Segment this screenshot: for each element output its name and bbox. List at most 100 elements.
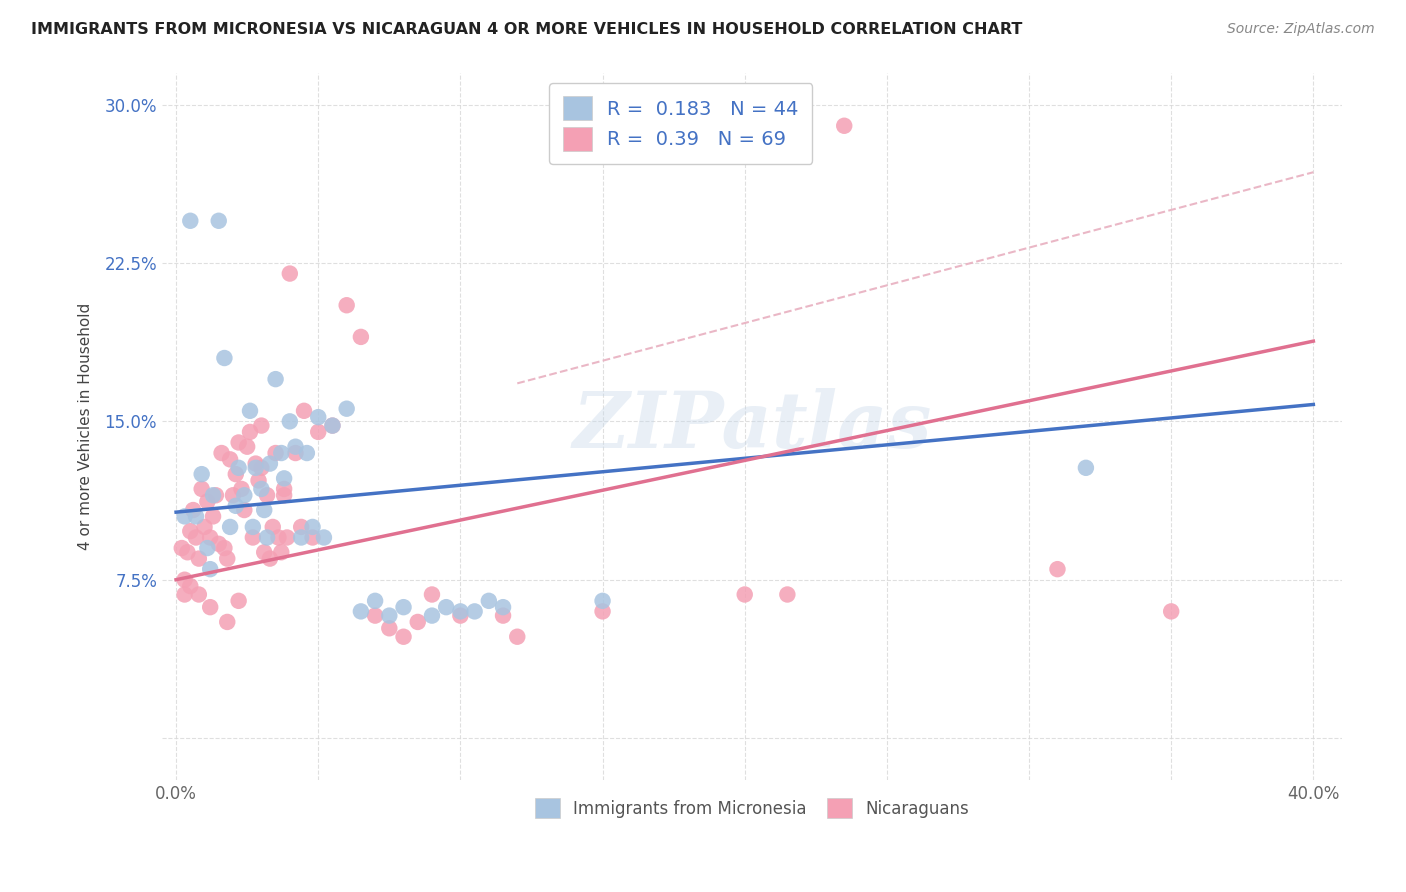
Point (184, 531, 207, 545)
Point (321, 418, 343, 433)
Point (278, 267, 301, 281)
Point (406, 615, 429, 629)
Point (233, 503, 256, 517)
Point (247, 474, 270, 488)
Point (350, 604, 373, 618)
Point (253, 503, 276, 517)
Point (464, 604, 486, 618)
Point (239, 404, 262, 418)
Point (228, 594, 250, 608)
Point (392, 630, 415, 644)
Point (273, 482, 295, 496)
Point (214, 541, 236, 555)
Text: Source: ZipAtlas.com: Source: ZipAtlas.com (1227, 22, 1375, 37)
Point (250, 482, 273, 496)
Point (187, 587, 209, 601)
Point (276, 531, 298, 545)
Point (200, 562, 222, 576)
Point (592, 594, 614, 608)
Point (250, 460, 273, 475)
Point (273, 471, 295, 485)
Point (217, 551, 239, 566)
Point (245, 460, 267, 475)
Point (364, 594, 387, 608)
Y-axis label: 4 or more Vehicles in Household: 4 or more Vehicles in Household (79, 303, 93, 550)
Point (211, 446, 233, 460)
Point (262, 520, 284, 534)
Point (195, 494, 218, 508)
Point (336, 298, 359, 312)
Point (250, 418, 273, 433)
Point (378, 621, 401, 635)
Point (173, 573, 195, 587)
Legend: Immigrants from Micronesia, Nicaraguans: Immigrants from Micronesia, Nicaraguans (529, 791, 976, 825)
Point (217, 615, 239, 629)
Point (776, 587, 799, 601)
Point (267, 531, 290, 545)
Point (187, 551, 209, 566)
Point (832, 119, 855, 133)
Point (420, 608, 443, 623)
Point (592, 604, 614, 618)
Point (336, 401, 359, 416)
Point (492, 600, 515, 615)
Point (273, 488, 295, 502)
Point (312, 531, 335, 545)
Point (219, 520, 242, 534)
Point (173, 587, 195, 601)
Point (233, 488, 256, 502)
Point (420, 587, 443, 601)
Point (170, 541, 193, 555)
Point (264, 372, 287, 386)
Point (307, 425, 329, 439)
Point (284, 440, 307, 454)
Point (256, 531, 278, 545)
Point (449, 604, 471, 618)
Point (219, 452, 242, 467)
Point (434, 600, 457, 615)
Point (392, 600, 415, 615)
Point (242, 520, 264, 534)
Point (270, 446, 292, 460)
Text: IMMIGRANTS FROM MICRONESIA VS NICARAGUAN 4 OR MORE VEHICLES IN HOUSEHOLD CORRELA: IMMIGRANTS FROM MICRONESIA VS NICARAGUAN… (31, 22, 1022, 37)
Point (364, 608, 387, 623)
Point (202, 509, 225, 524)
Text: ZIPatlas: ZIPatlas (572, 388, 932, 465)
Point (256, 488, 278, 502)
Point (231, 482, 253, 496)
Point (179, 524, 201, 538)
Point (228, 435, 250, 450)
Point (245, 457, 267, 471)
Point (202, 488, 225, 502)
Point (200, 531, 222, 545)
Point (184, 509, 207, 524)
Point (205, 488, 228, 502)
Point (301, 520, 323, 534)
Point (214, 351, 236, 365)
Point (193, 520, 215, 534)
Point (1160, 604, 1182, 618)
Point (278, 414, 301, 428)
Point (173, 509, 195, 524)
Point (176, 545, 198, 559)
Point (290, 531, 312, 545)
Point (208, 537, 231, 551)
Point (449, 608, 471, 623)
Point (222, 488, 245, 502)
Point (225, 467, 247, 482)
Point (292, 404, 315, 418)
Point (242, 531, 264, 545)
Point (259, 551, 281, 566)
Point (1074, 460, 1097, 475)
Point (228, 460, 250, 475)
Point (190, 482, 212, 496)
Point (195, 541, 218, 555)
Point (181, 503, 204, 517)
Point (378, 608, 401, 623)
Point (259, 457, 281, 471)
Point (179, 579, 201, 593)
Point (734, 587, 756, 601)
Point (301, 531, 323, 545)
Point (239, 425, 262, 439)
Point (208, 214, 231, 228)
